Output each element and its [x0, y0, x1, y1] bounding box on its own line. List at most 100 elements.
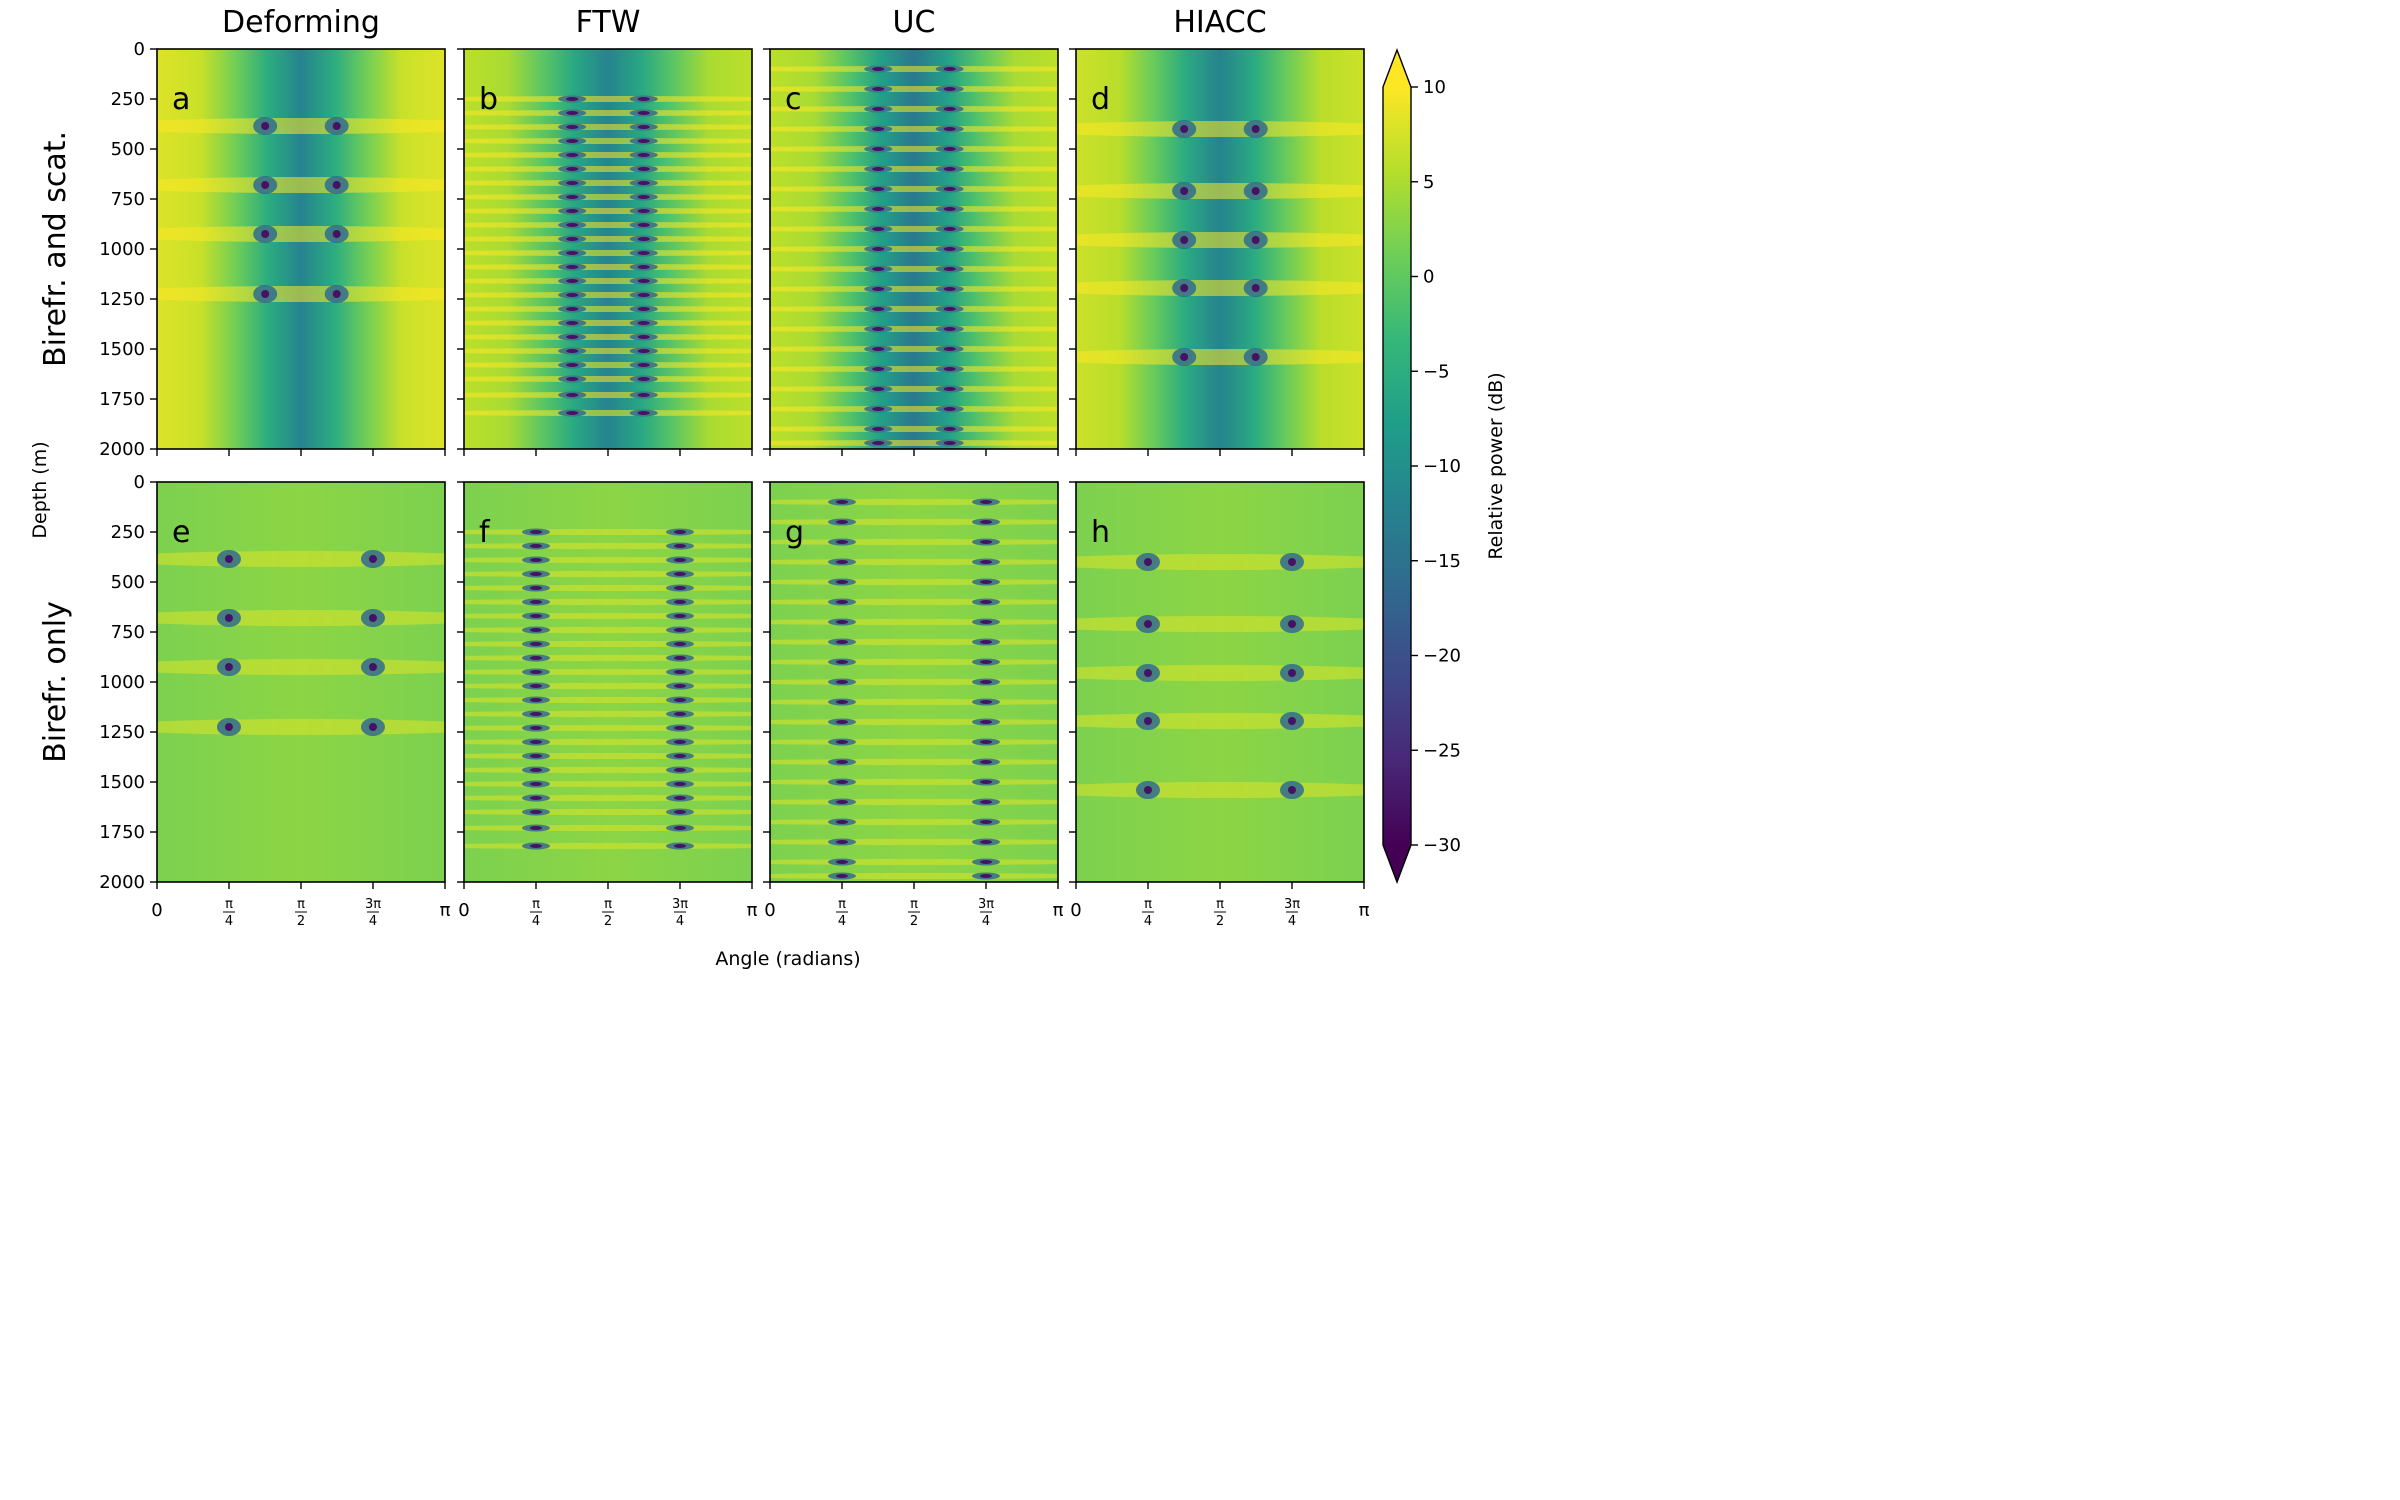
null-point	[872, 327, 885, 331]
null-point	[566, 393, 579, 397]
panel-field-b	[464, 49, 752, 449]
colorbar-tick-label: −5	[1423, 361, 1450, 382]
y-tick-label: 2000	[99, 872, 145, 893]
null-point	[637, 237, 650, 241]
panel-letter: f	[479, 515, 491, 550]
bright-band	[770, 306, 1058, 312]
null-point	[673, 600, 686, 604]
null-point	[529, 544, 542, 548]
x-tick-label: 0	[458, 900, 469, 921]
null-point	[673, 684, 686, 688]
bright-band	[770, 579, 1058, 585]
colorbar-tick-label: 5	[1423, 172, 1434, 193]
null-point	[979, 680, 992, 684]
x-tick-label-num: π	[1216, 897, 1224, 912]
null-point	[943, 427, 956, 431]
x-tick-label: π	[747, 900, 758, 921]
bright-band	[464, 571, 752, 577]
x-tick-label-num: π	[1144, 897, 1152, 912]
null-point	[943, 67, 956, 71]
x-tick-label-den: 4	[676, 914, 684, 929]
bright-band	[464, 392, 752, 398]
null-point	[637, 279, 650, 283]
null-point	[1180, 187, 1189, 195]
null-point	[261, 290, 270, 298]
bright-band	[464, 669, 752, 675]
colorbar-tick-label: −10	[1423, 456, 1461, 477]
null-point	[1180, 353, 1189, 361]
bright-band	[770, 346, 1058, 352]
null-point	[979, 840, 992, 844]
bright-band	[464, 152, 752, 158]
x-tick-label-den: 2	[604, 914, 612, 929]
null-point	[979, 700, 992, 704]
bright-band	[464, 124, 752, 130]
bright-band	[770, 366, 1058, 372]
colorbar-label: Relative power (dB)	[1485, 372, 1507, 559]
y-tick-label: 250	[111, 89, 145, 110]
null-point	[1251, 353, 1260, 361]
bright-band	[770, 619, 1058, 625]
heatmap-base	[1076, 482, 1364, 882]
y-tick-label: 1750	[99, 389, 145, 410]
null-point	[1251, 236, 1260, 244]
bright-band	[464, 529, 752, 535]
null-point	[943, 267, 956, 271]
null-point	[943, 147, 956, 151]
bright-band	[770, 539, 1058, 545]
bright-band	[464, 236, 752, 242]
null-point	[529, 796, 542, 800]
null-point	[872, 207, 885, 211]
bright-band	[770, 206, 1058, 212]
null-point	[261, 181, 270, 189]
y-tick-label: 500	[111, 139, 145, 160]
x-tick-label-num: π	[297, 897, 305, 912]
null-point	[529, 712, 542, 716]
colorbar-tick-label: 10	[1423, 77, 1446, 98]
y-tick-label: 250	[111, 522, 145, 543]
bright-band	[770, 426, 1058, 432]
bright-band	[464, 543, 752, 549]
null-point	[566, 411, 579, 415]
null-point	[673, 844, 686, 848]
bright-band	[157, 177, 445, 193]
bright-band	[770, 679, 1058, 685]
column-title: HIACC	[1173, 5, 1266, 40]
x-tick-label-den: 4	[225, 914, 233, 929]
null-point	[673, 628, 686, 632]
colorbar-extend-max	[1383, 50, 1411, 87]
null-point	[637, 139, 650, 143]
null-point	[943, 227, 956, 231]
x-tick-label-den: 2	[297, 914, 305, 929]
null-point	[566, 139, 579, 143]
bright-band	[770, 639, 1058, 645]
bright-band	[464, 362, 752, 368]
x-tick-label: 0	[1070, 900, 1081, 921]
y-tick-label: 1250	[99, 289, 145, 310]
null-point	[835, 740, 848, 744]
null-point	[566, 307, 579, 311]
bright-band	[770, 146, 1058, 152]
null-point	[673, 768, 686, 772]
bright-band	[770, 599, 1058, 605]
null-point	[835, 780, 848, 784]
bright-band	[464, 599, 752, 605]
bright-band	[464, 753, 752, 759]
null-point	[943, 347, 956, 351]
null-point	[637, 363, 650, 367]
null-point	[637, 307, 650, 311]
x-tick-label-den: 4	[369, 914, 377, 929]
y-tick-label: 1500	[99, 772, 145, 793]
x-tick-label: π	[1359, 900, 1370, 921]
null-point	[637, 251, 650, 255]
null-point	[872, 427, 885, 431]
null-point	[368, 723, 377, 731]
bright-band	[157, 551, 445, 567]
null-point	[872, 127, 885, 131]
null-point	[835, 860, 848, 864]
null-point	[529, 642, 542, 646]
null-point	[637, 153, 650, 157]
null-point	[872, 441, 885, 445]
null-point	[368, 614, 377, 622]
null-point	[979, 860, 992, 864]
